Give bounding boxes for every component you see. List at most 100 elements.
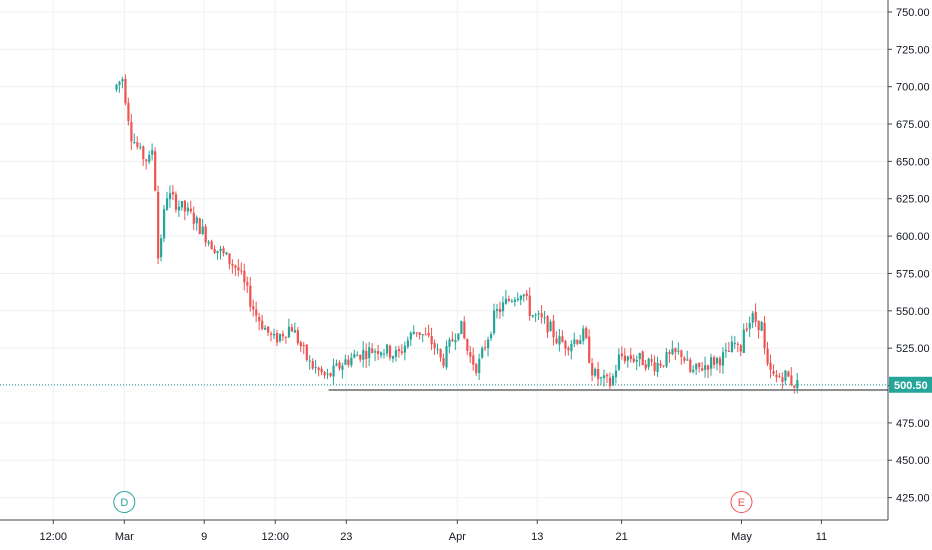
candle-body — [537, 313, 540, 315]
candle-body — [338, 362, 341, 369]
candle-body — [148, 155, 151, 163]
candle-body — [406, 340, 409, 347]
candle-body — [183, 200, 187, 212]
candle-body — [222, 248, 225, 254]
y-tick-label: 650.00 — [896, 156, 930, 168]
candle-body — [561, 336, 564, 342]
candle-body — [225, 252, 228, 255]
candle-body — [130, 122, 133, 142]
candle-body — [344, 359, 347, 365]
candle-body — [335, 363, 338, 366]
candle-body — [240, 270, 243, 272]
candle-body — [302, 345, 305, 347]
candle-body — [400, 351, 404, 353]
candle-body — [356, 355, 359, 357]
candle-body — [186, 207, 189, 212]
candle-body — [216, 250, 219, 254]
candle-body — [763, 322, 766, 349]
candle-body — [656, 362, 659, 372]
candle-body — [692, 369, 695, 372]
candle-body — [644, 364, 647, 369]
candle-body — [784, 370, 787, 381]
candle-body — [329, 373, 332, 377]
candle-body — [632, 358, 635, 362]
candle-body — [600, 377, 603, 379]
candle-body — [668, 352, 671, 355]
candle-body — [278, 334, 282, 342]
candle-body — [394, 350, 398, 357]
candle-body — [388, 345, 392, 358]
y-tick-label: 700.00 — [896, 82, 930, 94]
candle-body — [463, 321, 466, 339]
candle-body — [522, 294, 525, 297]
candle-body — [623, 355, 627, 362]
candle-body — [754, 311, 757, 322]
candle-body — [683, 357, 686, 361]
candle-body — [391, 356, 395, 359]
candle-body — [775, 374, 778, 378]
candle-body — [165, 198, 169, 210]
candle-body — [121, 79, 124, 82]
candle-body — [228, 253, 231, 264]
candle-body — [424, 334, 427, 336]
candle-body — [504, 298, 508, 304]
candle-body — [519, 295, 522, 300]
x-tick-label: 21 — [615, 531, 627, 543]
candle-body — [219, 248, 222, 252]
candle-body — [588, 336, 591, 363]
candle-body — [323, 372, 326, 376]
candle-body — [192, 212, 195, 224]
candle-body — [139, 146, 142, 148]
candle-body — [451, 339, 454, 342]
candle-body — [258, 316, 261, 322]
candle-body — [671, 348, 674, 355]
candle-body — [585, 328, 588, 339]
candle-body — [115, 84, 118, 90]
candle-body — [662, 365, 665, 367]
candle-body — [180, 200, 184, 208]
candle-body — [793, 385, 796, 388]
candle-body — [448, 339, 451, 347]
candle-body — [145, 159, 148, 162]
candle-body — [397, 348, 401, 352]
candle-body — [677, 350, 680, 352]
candle-body — [689, 359, 692, 372]
candle-body — [213, 249, 216, 253]
candle-body — [252, 306, 255, 310]
candle-body — [127, 102, 130, 122]
candle-body — [641, 351, 644, 366]
candle-body — [421, 334, 424, 336]
candle-body — [611, 376, 615, 385]
candle-body — [620, 353, 624, 356]
candle-body — [264, 327, 267, 330]
candle-body — [207, 242, 210, 244]
candle-body — [374, 351, 377, 353]
candle-body — [796, 380, 799, 389]
candle-body — [582, 328, 585, 341]
candle-body — [573, 339, 576, 344]
candle-body — [359, 354, 362, 360]
candle-body — [710, 357, 713, 369]
x-tick-label: 11 — [816, 531, 827, 543]
candle-body — [365, 350, 368, 360]
candle-body — [757, 320, 760, 331]
candle-body — [727, 350, 731, 352]
candle-body — [739, 345, 742, 352]
candle-body — [736, 343, 739, 345]
x-tick-label: 13 — [531, 531, 543, 543]
candle-body — [168, 193, 172, 200]
candle-body — [659, 363, 662, 366]
candle-body — [154, 151, 157, 191]
candle-body — [715, 357, 719, 364]
candle-body — [305, 344, 308, 360]
candle-body — [552, 320, 555, 338]
candle-body — [478, 358, 481, 373]
candle-body — [534, 314, 537, 316]
candle-body — [638, 352, 641, 360]
candle-body — [531, 315, 534, 317]
candle-body — [246, 282, 249, 286]
candle-body — [472, 355, 475, 365]
candle-body — [564, 341, 567, 349]
candle-body — [742, 329, 745, 353]
